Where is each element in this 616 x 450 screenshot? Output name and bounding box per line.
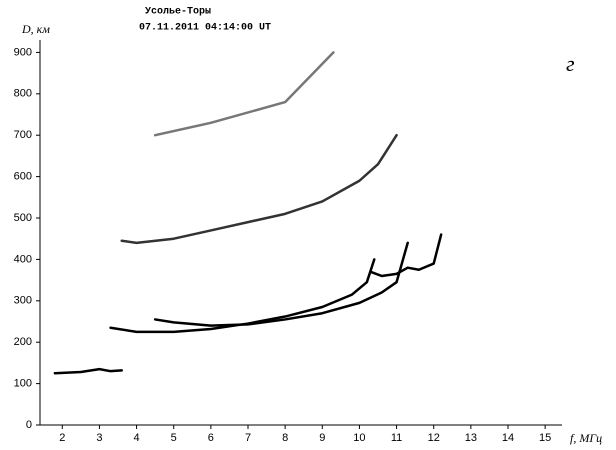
y-tick-label: 100 [14, 378, 32, 390]
trace [120, 133, 398, 245]
trace [109, 258, 376, 334]
y-axis-label: D, км [21, 22, 50, 36]
chart-subtitle: 07.11.2011 04:14:00 UT [139, 23, 271, 34]
x-tick-label: 10 [353, 432, 365, 444]
x-tick-label: 5 [171, 432, 177, 444]
x-tick-label: 12 [428, 432, 440, 444]
x-tick-label: 3 [96, 432, 102, 444]
trace [153, 241, 409, 327]
x-tick-label: 4 [134, 432, 140, 444]
x-tick-label: 15 [539, 432, 551, 444]
x-tick-label: 2 [59, 432, 65, 444]
y-tick-label: 500 [14, 212, 32, 224]
y-tick-label: 600 [14, 171, 32, 183]
x-tick-label: 8 [282, 432, 288, 444]
y-tick-label: 200 [14, 336, 32, 348]
y-tick-label: 300 [14, 295, 32, 307]
trace [153, 51, 335, 137]
trace [53, 367, 123, 375]
y-tick-label: 0 [26, 419, 32, 431]
y-tick-label: 800 [14, 88, 32, 100]
x-tick-label: 6 [208, 432, 214, 444]
y-tick-label: 700 [14, 129, 32, 141]
y-tick-label: 400 [14, 253, 32, 265]
trace [369, 233, 443, 278]
x-tick-label: 9 [319, 432, 325, 444]
x-tick-label: 11 [391, 432, 402, 444]
chart-title: Усолье-Торы [145, 7, 211, 18]
x-tick-label: 14 [502, 432, 514, 444]
x-tick-label: 13 [465, 432, 477, 444]
y-tick-label: 900 [14, 46, 32, 58]
x-axis-label: f, МГц [570, 431, 602, 445]
x-tick-label: 7 [245, 432, 251, 444]
annotation: г [566, 51, 575, 76]
